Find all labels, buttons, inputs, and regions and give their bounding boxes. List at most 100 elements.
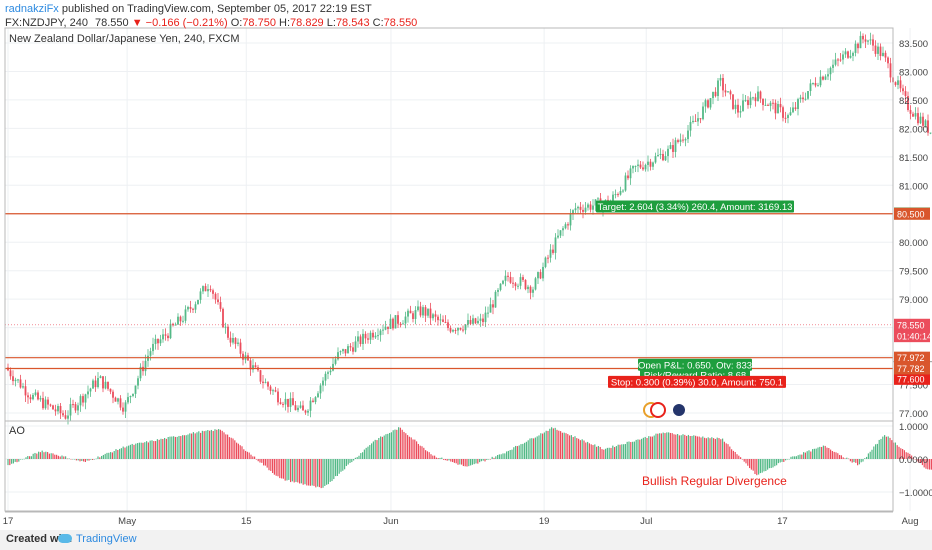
ao-bar: [770, 459, 772, 469]
candle-body: [652, 162, 654, 167]
ao-tick-label: 1.0000: [899, 422, 928, 433]
ao-bar: [156, 439, 158, 459]
brand-label[interactable]: TradingView: [76, 533, 137, 545]
candle-body: [324, 373, 327, 381]
ao-bar: [291, 459, 293, 482]
ao-bar: [788, 459, 790, 460]
candle-body: [34, 392, 37, 395]
candle-body: [822, 76, 824, 80]
footer-bar: Created with TradingView: [0, 530, 932, 550]
price-badge: 77.600: [897, 374, 925, 384]
ao-bar: [878, 439, 880, 459]
ao-bar: [666, 432, 668, 459]
ao-bar: [549, 428, 551, 459]
candle-body: [179, 316, 182, 322]
ao-bar: [25, 457, 27, 459]
candle-body: [177, 316, 179, 325]
price-tick-label: 79.000: [899, 295, 928, 306]
candle-body: [487, 312, 489, 314]
ao-bar: [839, 454, 841, 459]
ao-bar: [92, 459, 94, 460]
time-tick-label: 15: [241, 516, 252, 527]
ao-bar: [461, 459, 463, 465]
candle-body: [502, 280, 504, 284]
candle-body: [869, 39, 872, 41]
candle-body: [577, 206, 579, 209]
candle-body: [32, 394, 34, 400]
candle-body: [312, 400, 314, 403]
ao-bar: [452, 459, 454, 463]
candle-body: [37, 392, 39, 400]
ao-bar: [875, 444, 877, 459]
ao-bar: [407, 435, 409, 459]
candle-body: [504, 275, 507, 281]
candle-body: [307, 410, 309, 413]
candle-body: [859, 35, 862, 49]
ao-bar: [930, 459, 932, 470]
ao-bar: [106, 452, 108, 459]
ao-bar: [713, 438, 715, 459]
candle-body: [137, 378, 139, 386]
time-tick-label: 17: [3, 516, 14, 527]
candle-body: [367, 338, 369, 340]
calendar-event-icon-2[interactable]: [650, 402, 666, 418]
ao-bar: [333, 459, 335, 480]
ao-bar: [812, 449, 814, 459]
flag-australia-icon[interactable]: [673, 404, 685, 416]
candle-body: [499, 283, 502, 290]
ao-bar: [468, 459, 470, 467]
candle-body: [662, 153, 664, 161]
symbol-label[interactable]: FX:NZDJPY, 240: [5, 17, 88, 29]
ao-bar: [635, 439, 637, 459]
ao-bar: [502, 453, 504, 459]
candle-body: [512, 282, 514, 284]
candle-body: [122, 407, 124, 412]
ao-bar: [479, 459, 481, 463]
candle-body: [659, 153, 662, 156]
candle-body: [107, 381, 109, 389]
candle-body: [159, 339, 162, 344]
candle-body: [389, 318, 392, 329]
candle-body: [587, 204, 589, 208]
ao-bar: [903, 450, 905, 459]
ao-bar: [846, 457, 848, 459]
ao-bar: [263, 459, 265, 466]
ao-bar: [441, 457, 443, 459]
ao-title: AO: [9, 425, 25, 437]
ao-bar: [47, 452, 49, 459]
ao-bar: [682, 434, 684, 459]
ao-bar: [376, 440, 378, 459]
ao-bar: [367, 446, 369, 459]
candle-body: [319, 385, 322, 394]
event-icons[interactable]: [643, 402, 685, 418]
candle-body: [654, 156, 657, 163]
candle-body: [532, 289, 534, 293]
ao-bar: [821, 446, 823, 459]
ao-bar: [252, 456, 254, 459]
ao-bar: [830, 449, 832, 459]
ao-bar: [245, 450, 247, 459]
candle-body: [852, 52, 854, 56]
ao-bar: [801, 454, 803, 459]
candle-body: [637, 164, 639, 166]
ao-bar: [520, 444, 522, 459]
ao-bar: [515, 445, 517, 459]
ao-bar: [587, 441, 589, 459]
time-tick-label: 19: [539, 516, 550, 527]
author-link[interactable]: radnakziFx: [5, 3, 59, 15]
candle-body: [429, 308, 432, 319]
ao-bar: [273, 459, 275, 475]
candle-body: [769, 102, 772, 106]
candle-body: [232, 338, 234, 343]
ao-bar: [102, 454, 104, 459]
candle-body: [757, 91, 759, 102]
candle-body: [444, 321, 447, 323]
candle-body: [912, 113, 914, 117]
price-tick-label: 81.000: [899, 181, 928, 192]
ao-bar: [183, 435, 185, 459]
ao-bar: [228, 437, 230, 459]
level-badge-box: [894, 351, 930, 364]
ao-bar: [772, 459, 774, 468]
ao-bar: [617, 444, 619, 459]
